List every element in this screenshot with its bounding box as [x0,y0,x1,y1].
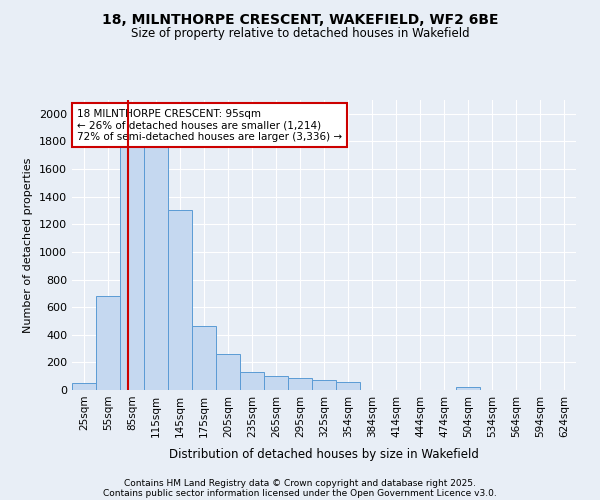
Text: Size of property relative to detached houses in Wakefield: Size of property relative to detached ho… [131,28,469,40]
Y-axis label: Number of detached properties: Number of detached properties [23,158,34,332]
Bar [144,134,168,390]
Bar [456,387,480,390]
Bar [240,372,264,390]
Bar [120,134,144,390]
Bar [288,378,312,390]
Text: Contains public sector information licensed under the Open Government Licence v3: Contains public sector information licen… [103,488,497,498]
X-axis label: Distribution of detached houses by size in Wakefield: Distribution of detached houses by size … [169,448,479,461]
Text: 18, MILNTHORPE CRESCENT, WAKEFIELD, WF2 6BE: 18, MILNTHORPE CRESCENT, WAKEFIELD, WF2 … [102,12,498,26]
Bar [96,296,120,390]
Text: 18 MILNTHORPE CRESCENT: 95sqm
← 26% of detached houses are smaller (1,214)
72% o: 18 MILNTHORPE CRESCENT: 95sqm ← 26% of d… [77,108,342,142]
Text: Contains HM Land Registry data © Crown copyright and database right 2025.: Contains HM Land Registry data © Crown c… [124,478,476,488]
Bar [168,210,192,390]
Bar [264,376,288,390]
Bar [336,382,360,390]
Bar [216,354,240,390]
Bar [192,326,216,390]
Bar [312,380,336,390]
Bar [72,383,96,390]
